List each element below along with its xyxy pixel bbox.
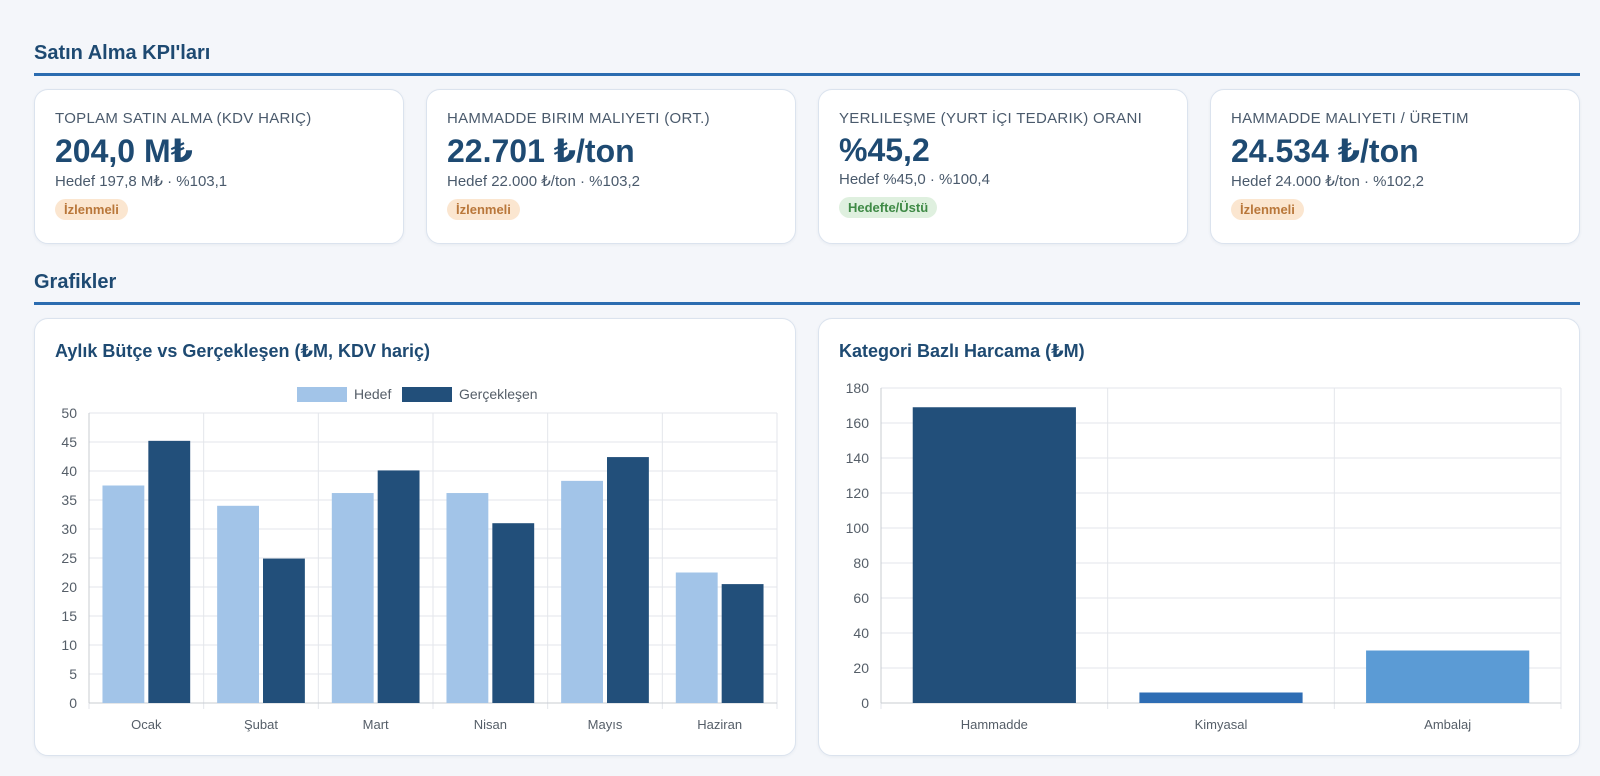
x-tick-label: Mart — [363, 717, 389, 732]
x-tick-label: Kimyasal — [1195, 717, 1248, 732]
bar-ambalaj — [1366, 650, 1530, 703]
y-tick-label: 30 — [61, 521, 77, 537]
y-tick-label: 160 — [846, 415, 870, 431]
y-tick-label: 180 — [846, 380, 870, 396]
y-tick-label: 15 — [61, 608, 77, 624]
y-tick-label: 0 — [69, 695, 77, 711]
y-tick-label: 40 — [61, 463, 77, 479]
kpi-label: Yerlileşme (Yurt İçi Tedarik) Oranı — [839, 110, 1143, 127]
bar-hedef — [217, 505, 259, 703]
y-tick-label: 40 — [853, 625, 869, 641]
kpi-target: Hedef %45,0 · %100,4 — [839, 171, 990, 188]
x-tick-label: Hammadde — [961, 717, 1028, 732]
y-tick-label: 100 — [846, 520, 870, 536]
kpi-target: Hedef 197,8 M₺ · %103,1 — [55, 173, 228, 190]
bar-kimyasal — [1139, 692, 1303, 703]
kpi-target: Hedef 24.000 ₺/ton · %102,2 — [1231, 173, 1425, 190]
charts-section-rule — [34, 302, 1580, 305]
kpi-section-rule — [34, 73, 1580, 76]
kpi-card-raw-material-cost-per-production: Hammadde Maliyeti / Üretim 24.534 ₺/ton … — [1210, 89, 1580, 244]
y-tick-label: 20 — [853, 660, 869, 676]
bar-hedef — [675, 572, 718, 703]
y-tick-label: 45 — [61, 434, 77, 450]
y-tick-label: 60 — [853, 590, 869, 606]
status-badge: İzlenmeli — [447, 199, 520, 220]
charts-section-title: Grafikler — [34, 271, 117, 293]
kpi-value: 204,0 M₺ — [55, 133, 193, 169]
bar-hedef — [331, 493, 374, 703]
category-spend-chart: 0 20 40 60 80 100 120 140 160 180 Hammadde Kimyasal… — [846, 380, 1562, 732]
x-tick-label: Şubat — [244, 717, 278, 732]
y-tick-label: 25 — [61, 550, 77, 566]
bar-hedef — [446, 493, 489, 703]
legend-swatch — [297, 387, 347, 402]
y-tick-label: 50 — [61, 405, 77, 421]
kpi-card-raw-material-unit-cost: Hammadde Birim Maliyeti (Ort.) 22.701 ₺/… — [426, 89, 796, 244]
legend-swatch — [402, 387, 452, 402]
kpi-card-localization-rate: Yerlileşme (Yurt İçi Tedarik) Oranı %45,… — [818, 89, 1188, 244]
kpi-value: 22.701 ₺/ton — [447, 133, 635, 169]
kpi-value: %45,2 — [839, 132, 930, 168]
kpi-target: Hedef 22.000 ₺/ton · %103,2 — [447, 173, 641, 190]
bar-hammadde — [912, 407, 1076, 703]
y-tick-label: 10 — [61, 637, 77, 653]
bar-gerçekleşen — [492, 523, 535, 703]
x-tick-label: Mayıs — [588, 717, 623, 732]
chart-title: Kategori Bazlı Harcama (₺M) — [839, 341, 1085, 361]
legend-label: Hedef — [354, 386, 391, 402]
bar-gerçekleşen — [148, 440, 191, 703]
kpi-value: 24.534 ₺/ton — [1231, 133, 1419, 169]
x-tick-label: Haziran — [697, 717, 742, 732]
monthly-budget-chart-card: Aylık Bütçe vs Gerçekleşen (₺M, KDV hari… — [34, 318, 796, 756]
x-tick-label: Ambalaj — [1424, 717, 1471, 732]
kpi-card-total-purchase: Toplam Satın Alma (KDV Hariç) 204,0 M₺ H… — [34, 89, 404, 244]
y-tick-label: 80 — [853, 555, 869, 571]
y-tick-label: 120 — [846, 485, 870, 501]
bar-gerçekleşen — [263, 558, 305, 703]
bar-gerçekleşen — [377, 470, 420, 703]
legend-label: Gerçekleşen — [459, 386, 538, 402]
bar-hedef — [102, 485, 145, 703]
y-tick-label: 35 — [61, 492, 77, 508]
x-tick-label: Nisan — [474, 717, 507, 732]
kpi-section-title: Satın Alma KPI'ları — [34, 42, 211, 64]
kpi-label: Hammadde Birim Maliyeti (Ort.) — [447, 110, 710, 127]
status-badge: Hedefte/Üstü — [839, 197, 938, 218]
bar-gerçekleşen — [721, 584, 764, 703]
monthly-budget-chart: 0 5 10 15 20 25 30 35 40 45 50 Ocak Şubat Mart Nisan Ma… — [61, 386, 778, 732]
bar-hedef — [561, 480, 603, 703]
y-tick-label: 5 — [69, 666, 77, 682]
x-tick-label: Ocak — [131, 717, 162, 732]
y-tick-label: 20 — [61, 579, 77, 595]
kpi-label: Toplam Satın Alma (KDV Hariç) — [55, 110, 312, 127]
category-spend-chart-card: Kategori Bazlı Harcama (₺M) 0 20 40 60 80 100… — [818, 318, 1580, 756]
status-badge: İzlenmeli — [1231, 199, 1304, 220]
y-tick-label: 0 — [861, 695, 869, 711]
y-tick-label: 140 — [846, 450, 870, 466]
status-badge: İzlenmeli — [55, 199, 128, 220]
bar-gerçekleşen — [607, 457, 649, 703]
kpi-label: Hammadde Maliyeti / Üretim — [1231, 110, 1469, 127]
chart-title: Aylık Bütçe vs Gerçekleşen (₺M, KDV hari… — [55, 341, 431, 361]
